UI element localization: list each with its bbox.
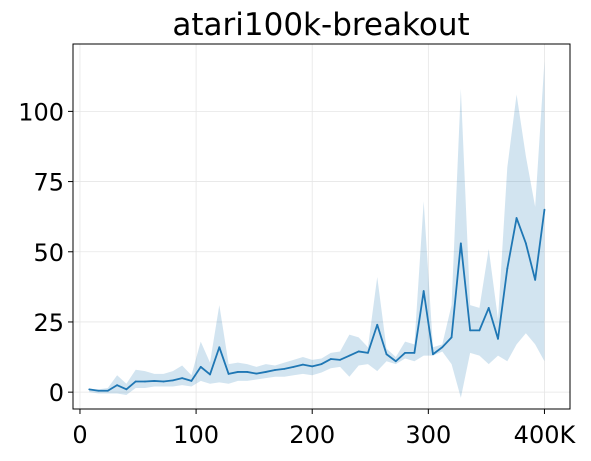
y-tick-label: 75 (33, 169, 64, 197)
grid (73, 44, 570, 409)
x-tick-label: 300 (405, 421, 451, 449)
data-point (274, 369, 276, 371)
data-point (255, 372, 258, 375)
data-point (209, 373, 211, 376)
series-layer (88, 60, 546, 398)
data-point (394, 360, 397, 363)
data-point (497, 337, 499, 340)
data-point (106, 389, 109, 392)
data-point (218, 346, 221, 349)
data-point (404, 351, 407, 354)
x-tick-label: 0 (72, 421, 87, 449)
data-point (302, 363, 304, 366)
data-point (162, 380, 165, 383)
y-tick-label: 0 (49, 379, 64, 407)
data-point (413, 351, 416, 354)
data-point (348, 354, 351, 357)
plot-frame (72, 43, 571, 410)
x-tick-label: 400K (514, 421, 577, 449)
data-point (227, 373, 230, 375)
series-0-confidence-band (89, 60, 545, 398)
data-point (534, 278, 537, 281)
data-point (385, 353, 388, 356)
axis-ticks: 0 100 200 300 400K 0 25 50 75 100 (18, 98, 576, 449)
data-point (543, 208, 546, 211)
data-point (441, 346, 444, 349)
data-point (422, 290, 425, 292)
data-point (450, 336, 453, 339)
data-point (320, 363, 323, 365)
y-tick-label: 25 (33, 309, 64, 337)
data-point (97, 389, 100, 392)
data-point (357, 350, 360, 353)
data-point (292, 365, 295, 368)
data-point (339, 358, 341, 361)
data-point (329, 358, 332, 360)
data-point (125, 388, 128, 391)
data-point (283, 367, 286, 370)
data-point (506, 267, 509, 270)
data-point (264, 371, 267, 373)
y-tick-label: 50 (33, 239, 64, 267)
chart-title: atari100k-breakout (172, 7, 469, 43)
data-point (181, 377, 184, 380)
data-point (459, 242, 462, 245)
data-point (116, 384, 119, 387)
data-point (478, 329, 481, 332)
data-point (199, 365, 202, 368)
data-point (134, 380, 137, 383)
x-tick-label: 100 (173, 421, 219, 449)
data-point (487, 307, 490, 309)
data-point (88, 388, 91, 391)
data-point (190, 380, 193, 382)
data-point (171, 379, 174, 382)
data-point (376, 323, 379, 326)
data-point (153, 380, 156, 382)
data-point (469, 329, 472, 332)
data-point (144, 380, 146, 383)
data-point (236, 371, 239, 373)
data-point (432, 353, 434, 356)
data-point (367, 351, 369, 354)
data-point (524, 242, 527, 245)
y-tick-label: 100 (18, 98, 64, 126)
x-tick-label: 200 (289, 421, 335, 449)
data-point (246, 371, 249, 373)
series-0-line (89, 209, 546, 392)
data-point (311, 365, 314, 368)
data-point (515, 217, 518, 219)
